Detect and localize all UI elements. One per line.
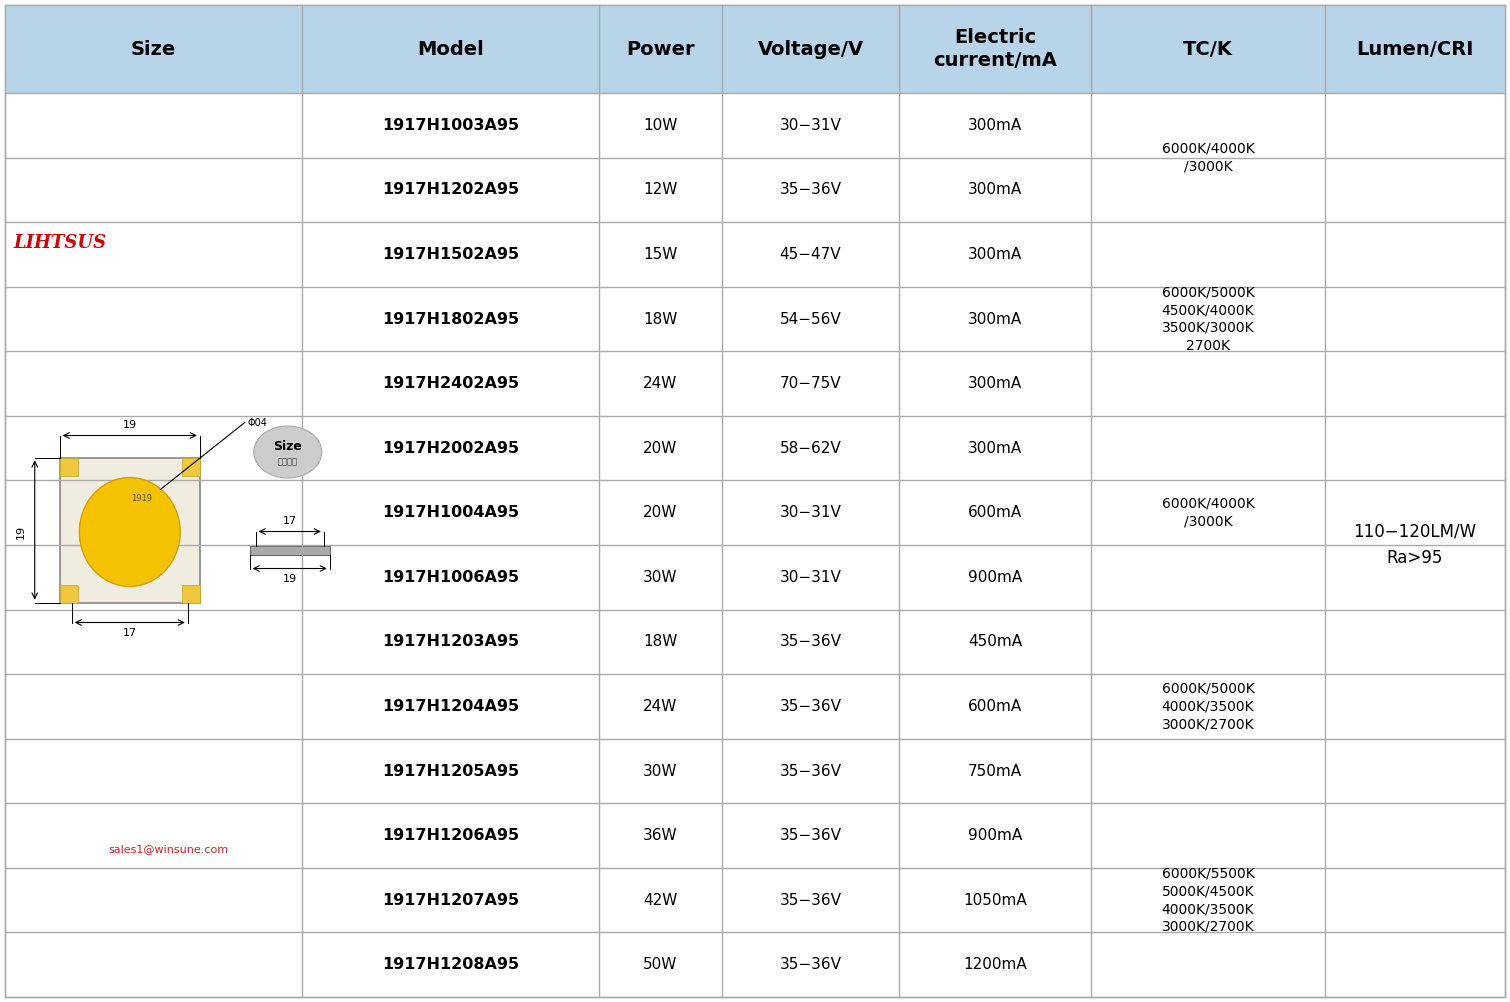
Text: 35−36V: 35−36V <box>779 957 841 972</box>
Text: 30−31V: 30−31V <box>779 570 841 585</box>
Text: 35−36V: 35−36V <box>779 893 841 908</box>
Text: 30W: 30W <box>643 570 678 585</box>
Text: 900mA: 900mA <box>968 570 1022 585</box>
Text: 54−56V: 54−56V <box>779 312 841 327</box>
Text: 300mA: 300mA <box>968 441 1022 456</box>
Text: 35−36V: 35−36V <box>779 699 841 714</box>
Text: 18W: 18W <box>643 312 678 327</box>
Text: 24W: 24W <box>643 699 678 714</box>
Text: 1917H2402A95: 1917H2402A95 <box>382 376 519 391</box>
Ellipse shape <box>254 426 322 478</box>
Text: 42W: 42W <box>643 893 678 908</box>
Text: 45−47V: 45−47V <box>779 246 841 262</box>
Text: 900mA: 900mA <box>968 828 1022 843</box>
Text: Model: Model <box>417 39 483 58</box>
Text: 58−62V: 58−62V <box>779 441 841 456</box>
Text: 300mA: 300mA <box>968 246 1022 262</box>
Bar <box>5 5 1505 93</box>
Text: 300mA: 300mA <box>968 376 1022 391</box>
Text: 110−120LM/W
Ra>95: 110−120LM/W Ra>95 <box>1353 523 1477 567</box>
Text: 1200mA: 1200mA <box>963 957 1027 972</box>
Text: 1917H1207A95: 1917H1207A95 <box>382 893 519 908</box>
Text: 600mA: 600mA <box>968 505 1022 520</box>
Text: 24W: 24W <box>643 376 678 391</box>
Text: 1917H2002A95: 1917H2002A95 <box>382 441 519 456</box>
Text: 1917H1206A95: 1917H1206A95 <box>382 828 519 843</box>
Text: 产品尺寸: 产品尺寸 <box>278 458 297 467</box>
Text: 450mA: 450mA <box>968 634 1022 649</box>
Text: 1917H1208A95: 1917H1208A95 <box>382 957 519 972</box>
Text: 35−36V: 35−36V <box>779 634 841 649</box>
Text: Φ04: Φ04 <box>248 418 267 428</box>
Text: 300mA: 300mA <box>968 182 1022 197</box>
Text: 1917H1502A95: 1917H1502A95 <box>382 246 519 262</box>
Text: 1917H1203A95: 1917H1203A95 <box>382 634 519 649</box>
Text: 15W: 15W <box>643 246 678 262</box>
Text: 17: 17 <box>122 628 137 638</box>
Text: 1917H1004A95: 1917H1004A95 <box>382 505 519 520</box>
Text: Voltage/V: Voltage/V <box>758 39 864 58</box>
Text: 1050mA: 1050mA <box>963 893 1027 908</box>
Text: 35−36V: 35−36V <box>779 828 841 843</box>
Text: 30W: 30W <box>643 764 678 779</box>
Text: Electric
current/mA: Electric current/mA <box>933 28 1057 70</box>
Text: 1917H1802A95: 1917H1802A95 <box>382 312 519 327</box>
Text: 35−36V: 35−36V <box>779 764 841 779</box>
Text: 70−75V: 70−75V <box>779 376 841 391</box>
Text: 18W: 18W <box>643 634 678 649</box>
Bar <box>60 458 77 476</box>
Text: Size: Size <box>131 39 177 58</box>
Text: 50W: 50W <box>643 957 678 972</box>
Text: sales1@winsune.com: sales1@winsune.com <box>109 844 228 854</box>
Text: 1917H1003A95: 1917H1003A95 <box>382 118 519 133</box>
Bar <box>60 584 77 602</box>
Text: 20W: 20W <box>643 505 678 520</box>
Text: 10W: 10W <box>643 118 678 133</box>
Text: 6000K/4000K
/3000K: 6000K/4000K /3000K <box>1161 497 1255 529</box>
Text: 300mA: 300mA <box>968 312 1022 327</box>
Text: 12W: 12W <box>643 182 678 197</box>
Text: 6000K/5000K
4500K/4000K
3500K/3000K
2700K: 6000K/5000K 4500K/4000K 3500K/3000K 2700… <box>1161 286 1255 353</box>
Text: 6000K/5500K
5000K/4500K
4000K/3500K
3000K/2700K: 6000K/5500K 5000K/4500K 4000K/3500K 3000… <box>1161 867 1255 934</box>
Text: 35−36V: 35−36V <box>779 182 841 197</box>
Text: 6000K/4000K
/3000K: 6000K/4000K /3000K <box>1161 141 1255 173</box>
Bar <box>181 584 199 602</box>
Bar <box>60 458 199 602</box>
Text: 1917H1006A95: 1917H1006A95 <box>382 570 519 585</box>
Text: TC/K: TC/K <box>1182 39 1234 58</box>
Text: 1917H1204A95: 1917H1204A95 <box>382 699 519 714</box>
Text: 30−31V: 30−31V <box>779 118 841 133</box>
Text: 600mA: 600mA <box>968 699 1022 714</box>
Bar <box>249 545 329 554</box>
Text: Lumen/CRI: Lumen/CRI <box>1356 39 1474 58</box>
Text: 19: 19 <box>122 421 137 431</box>
Text: Size: Size <box>273 441 302 454</box>
Text: 36W: 36W <box>643 828 678 843</box>
Text: Power: Power <box>627 39 695 58</box>
Text: 6000K/5000K
4000K/3500K
3000K/2700K: 6000K/5000K 4000K/3500K 3000K/2700K <box>1161 681 1255 731</box>
Text: 17: 17 <box>282 516 297 526</box>
Text: 19: 19 <box>15 525 26 539</box>
Text: 300mA: 300mA <box>968 118 1022 133</box>
Text: 20W: 20W <box>643 441 678 456</box>
Bar <box>181 458 199 476</box>
Text: 1917H1202A95: 1917H1202A95 <box>382 182 519 197</box>
Text: 30−31V: 30−31V <box>779 505 841 520</box>
Text: 19: 19 <box>282 574 297 584</box>
Text: LIHTSUS: LIHTSUS <box>14 234 106 252</box>
Text: 1917H1205A95: 1917H1205A95 <box>382 764 519 779</box>
Text: 750mA: 750mA <box>968 764 1022 779</box>
Ellipse shape <box>80 478 180 586</box>
Text: 1919: 1919 <box>131 494 153 502</box>
